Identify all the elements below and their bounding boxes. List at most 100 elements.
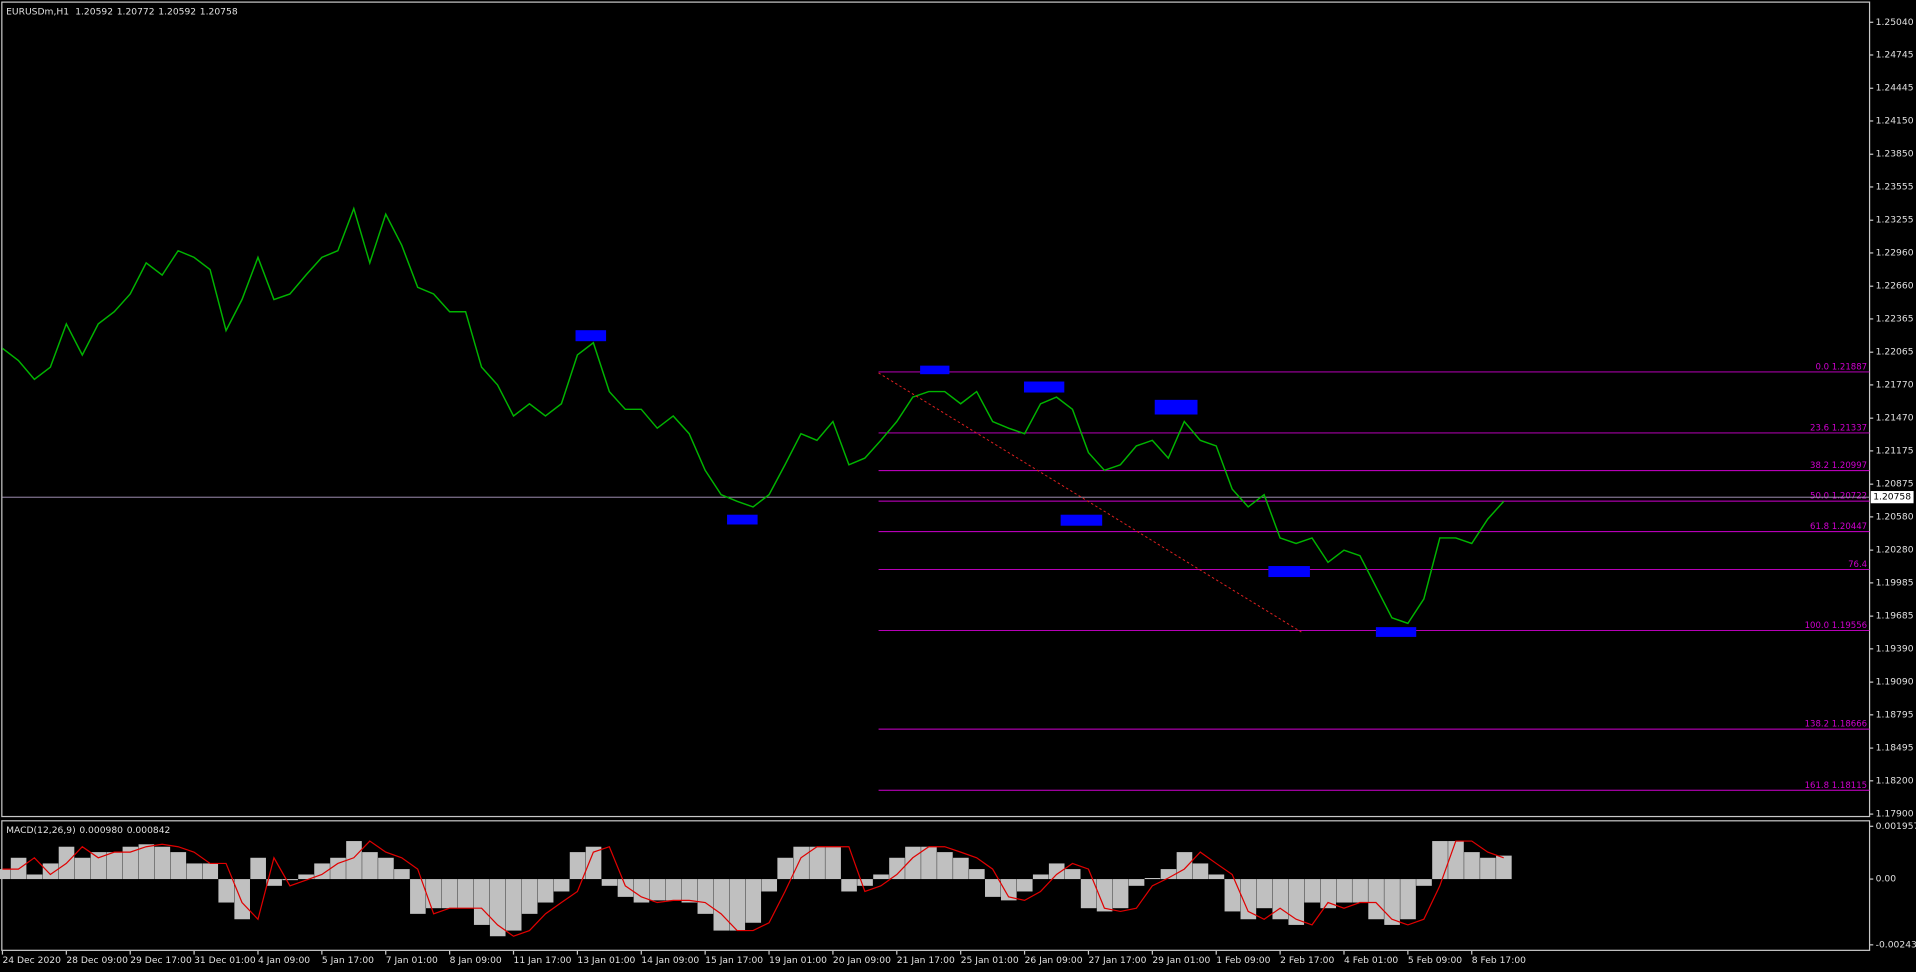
- x-tick-label: 4 Jan 09:00: [258, 955, 310, 966]
- fib-label: 23.6 1.21337: [1810, 424, 1867, 434]
- y-tick-label: 1.22660: [1876, 281, 1914, 292]
- macd-bar: [857, 879, 873, 886]
- marker: [1023, 381, 1065, 393]
- macd-bar: [1080, 879, 1097, 909]
- macd-bar: [1000, 879, 1017, 901]
- macd-bar: [1048, 863, 1065, 880]
- marker: [575, 330, 607, 342]
- macd-bar: [745, 879, 762, 923]
- macd-bar: [825, 846, 841, 880]
- y-tick-label: 1.20280: [1876, 545, 1914, 556]
- macd-bar: [457, 879, 474, 909]
- macd-bar: [553, 879, 570, 892]
- macd-bar: [473, 879, 490, 925]
- macd-bar: [729, 879, 746, 931]
- macd-bar: [617, 879, 634, 897]
- x-tick-label: 27 Jan 17:00: [1088, 955, 1146, 966]
- macd-bar: [1240, 879, 1257, 920]
- macd-bar: [1176, 852, 1193, 880]
- macd-bar: [1064, 869, 1081, 880]
- x-tick-label: 20 Jan 09:00: [833, 955, 891, 966]
- y-tick-label: 1.21470: [1876, 413, 1914, 424]
- macd-bar: [1288, 879, 1305, 925]
- y-tick-label: 0.001957: [1876, 821, 1916, 832]
- macd-bar: [1096, 879, 1113, 912]
- x-tick-label: 5 Feb 09:00: [1408, 955, 1462, 966]
- y-tick-label: 1.24150: [1876, 115, 1914, 126]
- macd-bar: [298, 874, 314, 880]
- macd-bar: [681, 879, 698, 903]
- marker: [1060, 514, 1103, 526]
- fib-label: 161.8 1.18115: [1805, 781, 1868, 791]
- macd-bar: [761, 879, 778, 892]
- x-tick-label: 28 Dec 09:00: [66, 955, 128, 966]
- macd-bar: [250, 857, 266, 880]
- macd-bar: [106, 852, 123, 880]
- x-tick-label: 29 Dec 17:00: [130, 955, 192, 966]
- macd-bar: [90, 852, 107, 880]
- marker[interactable]: [1154, 399, 1198, 415]
- macd-bar: [282, 879, 298, 881]
- macd-bar: [601, 879, 618, 886]
- macd-header: MACD(12,26,9) 0.000980 0.000842: [6, 824, 170, 835]
- current-price-label: 1.20758: [1873, 492, 1911, 503]
- macd-bar: [665, 879, 682, 901]
- open: 1.20592: [75, 6, 113, 17]
- fib-trend-line: [878, 372, 1302, 633]
- fib-label: 100.0 1.19556: [1805, 621, 1868, 631]
- macd-bar: [1160, 869, 1177, 880]
- macd-bar: [873, 874, 889, 880]
- marker: [1268, 566, 1310, 578]
- x-tick-label: 1 Feb 09:00: [1216, 955, 1270, 966]
- y-tick-label: 1.21175: [1876, 445, 1914, 456]
- symbol-header: EURUSDm,H1 1.20592 1.20772 1.20592 1.20758: [6, 6, 238, 17]
- symbol: EURUSDm,H1: [6, 6, 69, 17]
- macd-bar: [633, 879, 650, 903]
- macd-bar: [809, 846, 825, 880]
- macd-bar: [1272, 879, 1289, 920]
- macd-bar: [585, 846, 602, 880]
- y-tick-label: 1.22065: [1876, 347, 1914, 358]
- macd-bar: [1448, 841, 1464, 880]
- macd-bar: [26, 874, 43, 880]
- macd-window-frame: [1, 820, 1871, 951]
- macd-bar: [154, 846, 171, 880]
- fib-label: 61.8 1.20447: [1810, 522, 1867, 532]
- macd-bar: [234, 879, 250, 920]
- macd-bar: [1384, 879, 1400, 925]
- macd-bar: [74, 857, 91, 880]
- macd-bar: [969, 869, 985, 880]
- x-tick-label: 25 Jan 01:00: [961, 955, 1019, 966]
- macd-bar: [713, 879, 730, 931]
- macd-bar: [1112, 879, 1129, 909]
- y-tick-label: 1.17900: [1876, 809, 1914, 820]
- macd-bar: [122, 846, 139, 880]
- high: 1.20772: [117, 6, 155, 17]
- y-tick-label: 1.23255: [1876, 215, 1914, 226]
- y-tick-label: 1.19090: [1876, 677, 1914, 688]
- macd-bar: [202, 863, 219, 880]
- low: 1.20592: [158, 6, 196, 17]
- macd-bar: [793, 846, 809, 880]
- macd-bar: [937, 852, 953, 880]
- marker: [920, 365, 950, 375]
- macd-bar: [138, 844, 155, 880]
- macd-main: 0.000980: [79, 824, 123, 835]
- y-tick-label: -0.002439: [1876, 939, 1916, 950]
- macd-bar: [0, 869, 11, 880]
- marker: [727, 514, 758, 525]
- macd-bar: [537, 879, 554, 903]
- macd-bar: [1480, 857, 1496, 880]
- macd-title: MACD(12,26,9): [6, 824, 76, 835]
- macd-bar: [346, 841, 362, 880]
- macd-bar: [569, 852, 586, 880]
- x-tick-label: 24 Dec 2020: [2, 955, 61, 966]
- x-tick-label: 31 Dec 01:00: [194, 955, 256, 966]
- macd-bar: [1224, 879, 1241, 912]
- y-tick-label: 1.20580: [1876, 511, 1914, 522]
- y-tick-label: 1.25040: [1876, 17, 1914, 28]
- fib-label: 38.2 1.20997: [1810, 461, 1867, 471]
- macd-bar: [1128, 879, 1145, 886]
- x-tick-label: 14 Jan 09:00: [641, 955, 699, 966]
